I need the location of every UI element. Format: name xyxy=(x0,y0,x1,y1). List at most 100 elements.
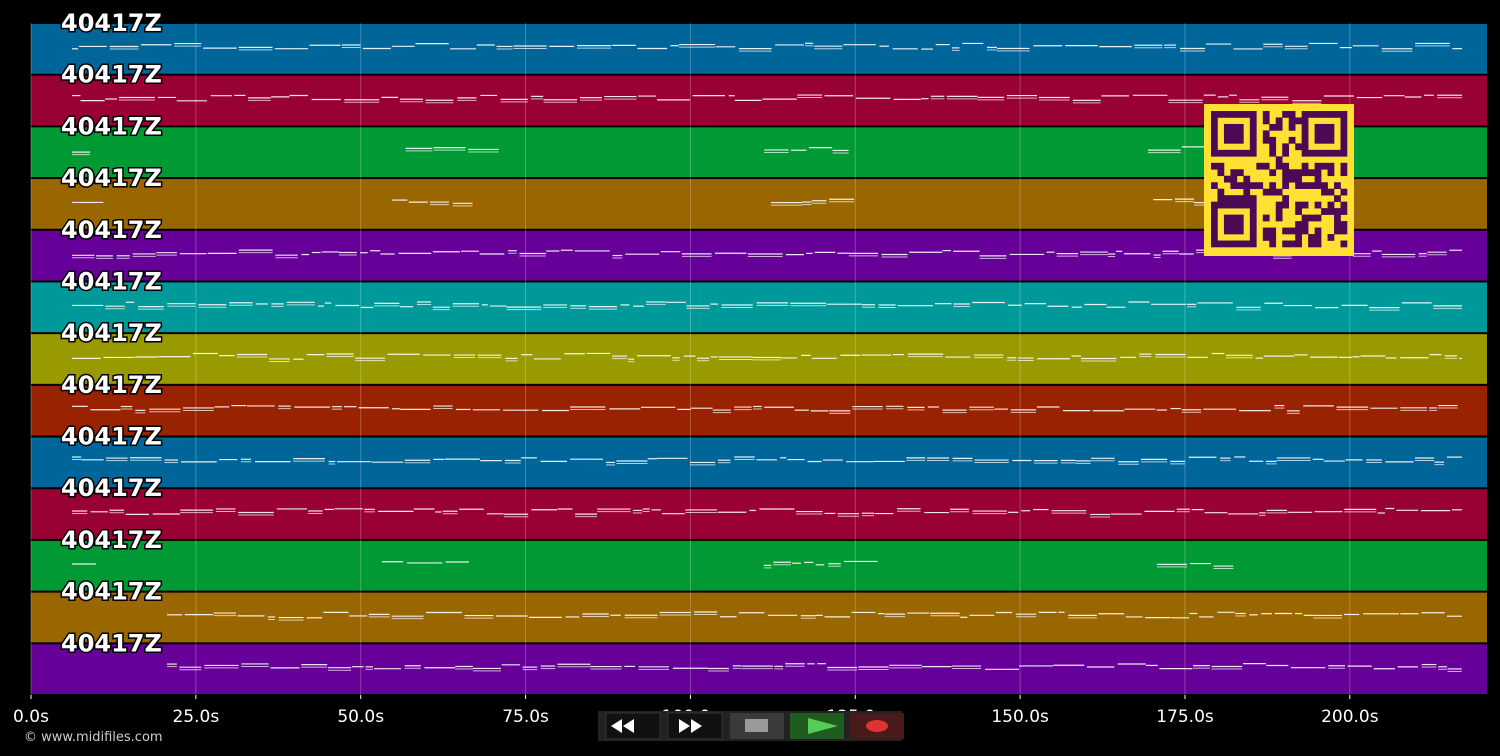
qr-cell xyxy=(1236,182,1244,190)
qr-cell xyxy=(1334,208,1341,215)
qr-cell xyxy=(1217,169,1225,177)
qr-cell xyxy=(1262,136,1270,144)
credit: © www.midifiles.com xyxy=(24,730,163,745)
record-button[interactable] xyxy=(850,713,904,739)
qr-cell xyxy=(1314,136,1322,144)
qr-cell xyxy=(1217,195,1225,202)
qr-cell xyxy=(1288,111,1296,118)
qr-cell xyxy=(1236,195,1244,202)
qr-cell xyxy=(1275,208,1283,215)
qr-cell xyxy=(1314,111,1322,118)
qr-cell xyxy=(1340,208,1348,215)
forward-button[interactable] xyxy=(667,712,723,740)
tick-label: 150.0s xyxy=(991,707,1049,727)
qr-cell xyxy=(1249,234,1257,241)
qr-cell xyxy=(1340,149,1348,157)
qr-cell xyxy=(1211,182,1218,190)
notes xyxy=(72,42,1462,672)
track-label: 40417Z xyxy=(61,319,162,347)
qr-cell xyxy=(1334,221,1341,228)
qr-cell xyxy=(1223,195,1231,202)
qr-cell xyxy=(1230,111,1238,118)
qr-cell xyxy=(1230,169,1238,177)
qr-cell xyxy=(1301,136,1309,144)
qr-cell xyxy=(1275,162,1283,170)
qr-cell xyxy=(1301,227,1309,235)
qr-cell xyxy=(1243,182,1251,190)
qr-cell xyxy=(1262,117,1270,125)
qr-cell xyxy=(1314,130,1322,138)
qr-cell xyxy=(1249,123,1257,131)
qr-cell xyxy=(1314,234,1322,241)
qr-cell xyxy=(1262,111,1270,118)
qr-cell xyxy=(1211,201,1218,209)
qr-cell xyxy=(1256,182,1264,190)
qr-cell xyxy=(1230,195,1238,202)
qr-cell xyxy=(1288,117,1296,125)
qr-cell xyxy=(1308,214,1315,222)
qr-cell xyxy=(1211,130,1218,138)
qr-cell xyxy=(1301,123,1309,131)
qr-cell xyxy=(1269,188,1277,196)
qr-cell xyxy=(1301,221,1309,228)
qr-cell xyxy=(1230,182,1238,190)
tick-label: 175.0s xyxy=(1156,707,1214,727)
qr-cell xyxy=(1314,214,1322,222)
qr-cell xyxy=(1334,195,1341,202)
qr-cell xyxy=(1340,123,1348,131)
qr-cell xyxy=(1223,130,1231,138)
qr-cell xyxy=(1269,234,1277,241)
play-button[interactable] xyxy=(790,713,844,739)
qr-cell xyxy=(1308,240,1315,248)
qr-cell xyxy=(1301,149,1309,157)
qr-cell xyxy=(1230,201,1238,209)
qr-cell xyxy=(1223,175,1231,183)
track-lane xyxy=(31,592,1487,643)
track-lane xyxy=(31,644,1487,694)
qr-cell xyxy=(1308,169,1315,177)
qr-cell xyxy=(1301,162,1309,170)
qr-cell xyxy=(1288,175,1296,183)
qr-cell xyxy=(1327,111,1335,118)
qr-cell xyxy=(1256,162,1264,170)
qr-cell xyxy=(1282,149,1290,157)
qr-cell xyxy=(1295,208,1302,215)
qr-cell xyxy=(1262,188,1270,196)
qr-cell xyxy=(1282,182,1290,190)
qr-cell xyxy=(1301,111,1309,118)
qr-cell xyxy=(1243,240,1251,248)
qr-cell xyxy=(1301,117,1309,125)
qr-cell xyxy=(1269,143,1277,151)
qr-cell xyxy=(1249,240,1257,248)
qr-cell xyxy=(1327,162,1335,170)
qr-cell xyxy=(1223,111,1231,118)
track-lane xyxy=(31,282,1487,333)
qr-cell xyxy=(1340,188,1348,196)
qr-cell xyxy=(1340,201,1348,209)
qr-cell xyxy=(1275,201,1283,209)
qr-cell xyxy=(1275,123,1283,131)
qr-cell xyxy=(1230,136,1238,144)
track-lane xyxy=(31,540,1487,591)
qr-cell xyxy=(1230,227,1238,235)
rewind-button[interactable] xyxy=(605,712,661,740)
qr-cell xyxy=(1262,227,1270,235)
qr-cell xyxy=(1262,130,1270,138)
track-label: 40417Z xyxy=(61,526,162,554)
qr-cell xyxy=(1314,149,1322,157)
qr-cell xyxy=(1340,111,1348,118)
labels: 40417Z 40417Z 40417Z 40417Z 40417Z 40417Z 4041… xyxy=(60,8,164,659)
qr-cell xyxy=(1340,169,1348,177)
qr-cell xyxy=(1211,123,1218,131)
track-lane xyxy=(31,489,1487,539)
qr-cell xyxy=(1211,240,1218,248)
stop-button[interactable] xyxy=(730,713,784,739)
qr-cell xyxy=(1223,214,1231,222)
qr-cell xyxy=(1230,214,1238,222)
qr-cell xyxy=(1211,136,1218,144)
track-label: 40417Z xyxy=(61,9,162,37)
qr-cell xyxy=(1321,136,1328,144)
qr-cell xyxy=(1308,182,1315,190)
qr-cell xyxy=(1262,234,1270,241)
qr-cell xyxy=(1249,136,1257,144)
